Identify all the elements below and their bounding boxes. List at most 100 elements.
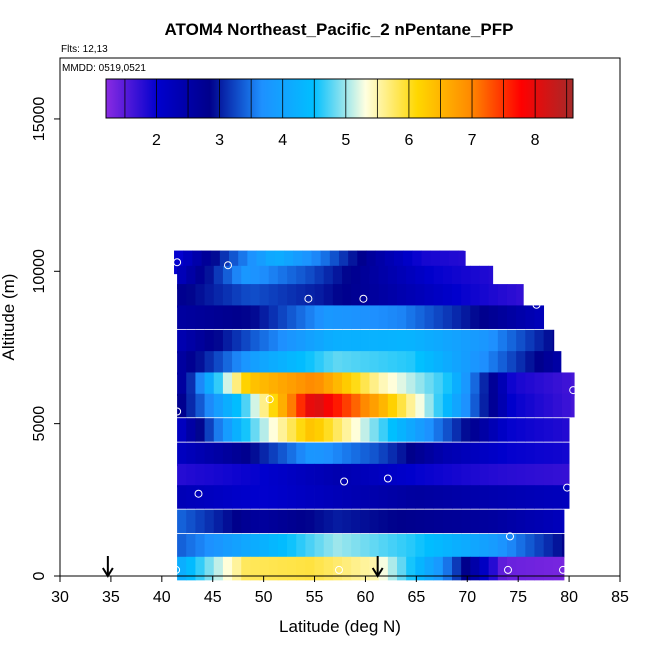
heatmap-cell [351, 372, 361, 397]
heatmap-cell [525, 372, 535, 397]
heatmap-cell [424, 393, 435, 418]
heatmap-cell [516, 463, 526, 488]
colorbar-ticks: 2 3 4 5 6 7 8 [124, 79, 568, 149]
heatmap-cell [332, 372, 343, 397]
heatmap-cell [516, 418, 526, 442]
heatmap-cell [543, 393, 554, 418]
heatmap-cell [323, 442, 334, 467]
heatmap-cell [424, 265, 435, 290]
heatmap-cell [479, 284, 490, 308]
heatmap-cell [342, 265, 352, 290]
heatmap-cell [213, 305, 224, 329]
x-tick-label: 75 [509, 589, 527, 606]
heatmap-cell [506, 509, 517, 534]
heatmap-cell [302, 250, 312, 275]
heatmap-cell [497, 305, 508, 329]
heatmap-cell [424, 351, 435, 375]
heatmap-cell [442, 463, 453, 488]
heatmap-cell [332, 284, 343, 308]
heatmap-cell [461, 372, 471, 397]
heatmap-cell [378, 329, 389, 354]
heatmap-cell [479, 393, 490, 418]
heatmap-cell [323, 485, 334, 509]
heatmap-cell [369, 265, 380, 290]
heatmap-cell [222, 351, 233, 375]
heatmap-cell [277, 485, 288, 509]
colorbar-tick-label: 6 [404, 132, 413, 149]
heatmap-cell [210, 250, 221, 275]
heatmap-cell [497, 372, 508, 397]
y-tick-label: 10000 [31, 249, 48, 294]
heatmap-cell [213, 351, 224, 375]
heatmap-cell [342, 533, 352, 558]
heatmap-cell [186, 351, 196, 375]
heatmap-cell [497, 442, 508, 467]
heatmap-cell [192, 250, 202, 275]
heatmap-cell [305, 442, 315, 467]
heatmap-cell [296, 284, 306, 308]
heatmap-cell [397, 351, 407, 375]
heatmap-cell [222, 485, 233, 509]
sample-point [532, 300, 541, 309]
heatmap-cell [195, 284, 205, 308]
heatmap-cell [296, 533, 306, 558]
heatmap-cell [250, 463, 260, 488]
heatmap-cell [305, 372, 315, 397]
heatmap-cell [552, 509, 563, 534]
heatmap-cell [506, 329, 517, 354]
heatmap-cell [433, 485, 444, 509]
colorbar-frame [105, 78, 574, 119]
heatmap-cell [387, 305, 398, 329]
heatmap-cell [351, 442, 361, 467]
heatmap-cell [259, 533, 270, 558]
heatmap-cell [296, 418, 306, 442]
heatmap-cell [232, 509, 242, 534]
heatmap-cell [461, 556, 471, 581]
heatmap-cell [342, 393, 352, 418]
heatmap-cell [415, 463, 425, 488]
heatmap-cell [229, 250, 239, 275]
heatmap-cell [397, 509, 407, 534]
heatmap-cell [442, 485, 453, 509]
heatmap-cell [479, 442, 490, 467]
heatmap-cell [479, 351, 490, 375]
heatmap-cell [213, 442, 224, 467]
heatmap-cell [195, 393, 205, 418]
heatmap-cell [387, 418, 398, 442]
sample-point [304, 294, 313, 303]
heatmap-cell [470, 329, 480, 354]
heatmap-cell [314, 463, 325, 488]
heatmap-cell [461, 418, 471, 442]
heatmap-cell [204, 305, 215, 329]
heatmap-cell [323, 533, 334, 558]
sample-point [224, 261, 232, 270]
x-tick-label: 55 [306, 589, 324, 606]
heatmap-cell [342, 485, 352, 509]
heatmap-cell [204, 393, 215, 418]
heatmap-cell [543, 418, 554, 442]
heatmap-cell [342, 556, 352, 581]
heatmap-cell [406, 418, 416, 442]
heatmap-cell [222, 556, 233, 581]
heatmap-cell [406, 393, 416, 418]
heatmap-cell [497, 329, 508, 354]
heatmap-cell [387, 351, 398, 375]
heatmap-cell [561, 509, 565, 534]
heatmap-cell [366, 250, 377, 275]
heatmap-cell [461, 284, 471, 308]
heatmap-cell [387, 556, 398, 581]
heatmap-cell [250, 556, 260, 581]
colorbar-tick-label: 5 [341, 132, 350, 149]
x-axis: 30 35 40 45 50 55 60 65 70 75 80 85 [51, 576, 629, 606]
heatmap-cell [351, 305, 361, 329]
heatmap-cell [415, 442, 425, 467]
heatmap-cell [415, 533, 425, 558]
heatmap-cell [415, 393, 425, 418]
heatmap-cell [369, 509, 380, 534]
heatmap-cell [543, 329, 554, 354]
heatmap-cell [259, 329, 270, 354]
heatmap-cell [332, 418, 343, 442]
heatmap-cell [360, 533, 370, 558]
heatmap-cell [552, 329, 555, 354]
heatmap-cell [219, 250, 230, 275]
